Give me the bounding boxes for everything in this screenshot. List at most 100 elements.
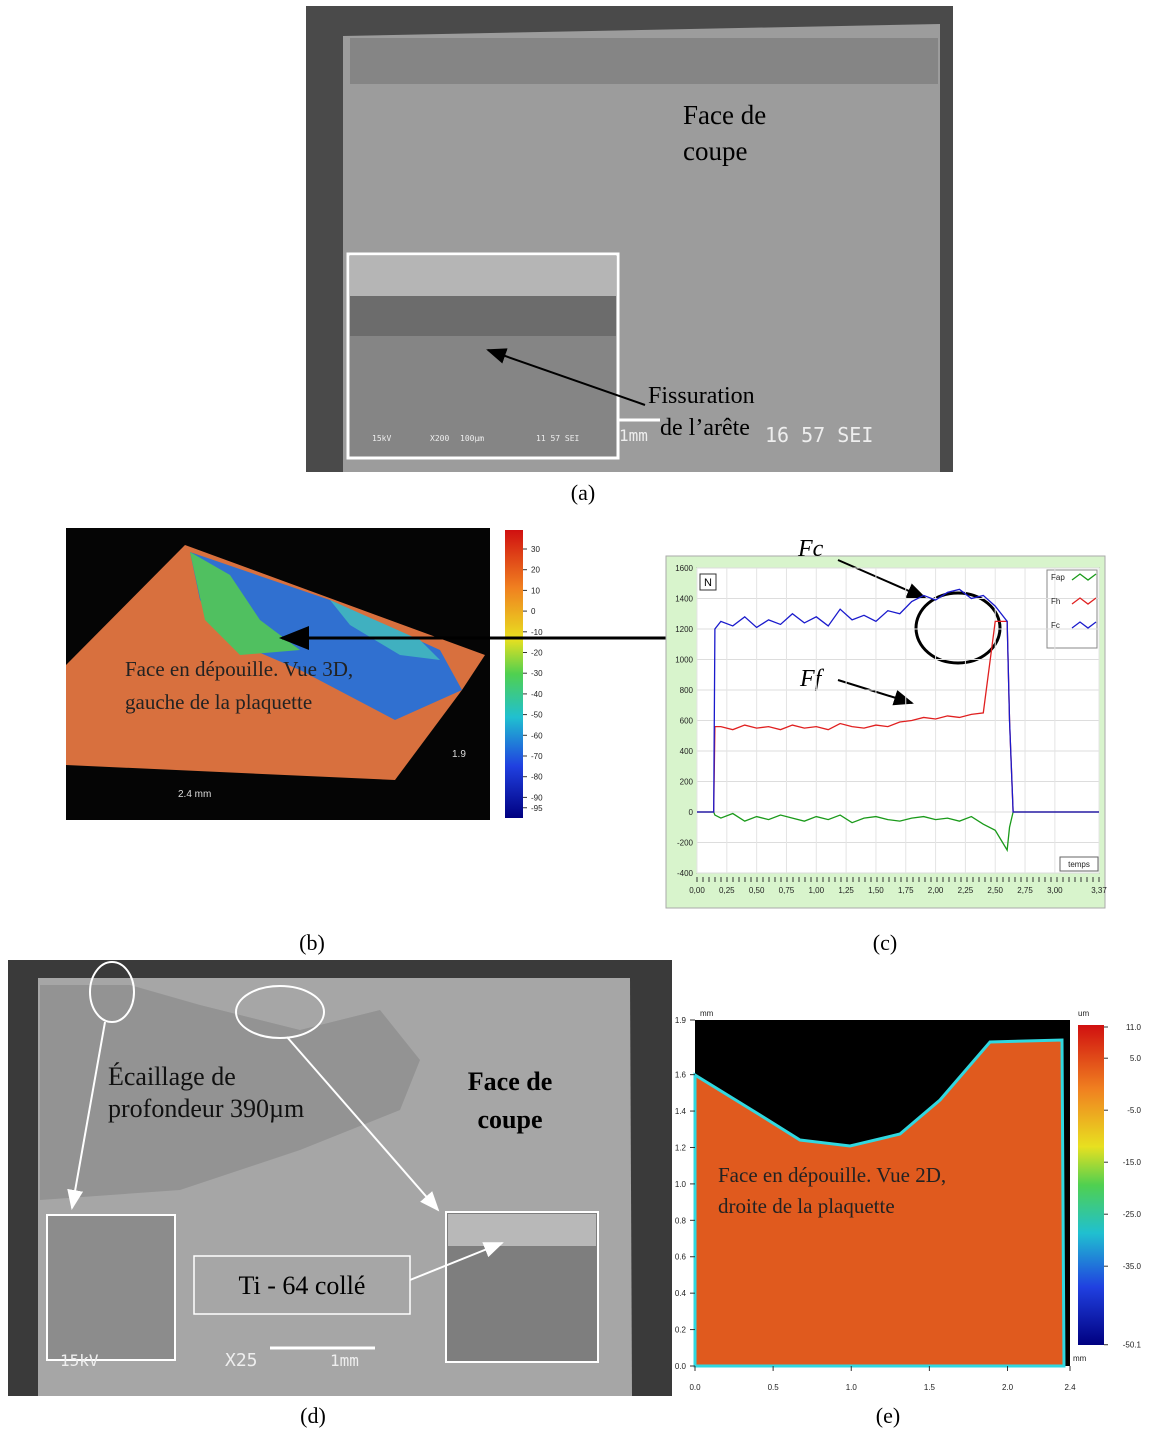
y-tick-label: -200 (677, 839, 694, 848)
x-tick-label: 1.0 (846, 1383, 858, 1392)
label: gauche de la plaquette (125, 690, 312, 714)
label: coupe (478, 1105, 543, 1134)
colorbar-label: 10 (531, 586, 540, 595)
x-tick-label: 1,25 (838, 886, 854, 895)
legend-label: Fap (1051, 573, 1065, 582)
y-tick-label: 1.4 (675, 1107, 687, 1116)
panel-c: N temps Fc Ff (c) 1600 1400 1200 1000 800 600… (665, 536, 1107, 955)
data-line (697, 588, 1099, 813)
y-tick-label: 1000 (675, 656, 693, 665)
colorbar-label: -70 (531, 752, 543, 761)
annotation: Ff (799, 666, 825, 692)
label: Ti - 64 collé (239, 1271, 366, 1300)
colorbar-label: 0 (531, 607, 536, 616)
x-tick-label: 3,00 (1047, 886, 1063, 895)
colorbar-label: 5.0 (1130, 1054, 1142, 1063)
y-tick-label: 600 (680, 717, 694, 726)
annotation: Fc (797, 536, 824, 562)
x-tick-label: 0.5 (768, 1383, 780, 1392)
sem-info: 11 57 SEI (536, 434, 580, 443)
sem-info: 15kV (372, 434, 391, 443)
panel-e: mm mm um Face en dépouille. Vue 2D, droi… (675, 1009, 1142, 1428)
x-tick-label: 2.0 (1002, 1383, 1014, 1392)
colorbar-label: -20 (531, 649, 543, 658)
colorbar-label: -25.0 (1123, 1210, 1142, 1219)
dimension: 2.4 mm (178, 789, 211, 800)
y-tick-label: -400 (677, 869, 694, 878)
y-tick-label: 0 (689, 808, 694, 817)
label: coupe (683, 136, 747, 166)
x-tick-label: 2,25 (958, 886, 974, 895)
x-tick-label: 1,50 (868, 886, 884, 895)
y-tick-label: 400 (680, 747, 694, 756)
label: Face de (468, 1067, 552, 1096)
label: Face en dépouille. Vue 2D, (718, 1163, 946, 1187)
y-tick-label: 1.2 (675, 1143, 687, 1152)
axis-unit: mm (700, 1009, 714, 1018)
data-line (697, 620, 1099, 813)
x-tick-label: 3,37 (1091, 886, 1107, 895)
x-tick-label: 0,50 (749, 886, 765, 895)
legend-label: Fc (1051, 621, 1060, 630)
sem-info: 15kV (60, 1351, 99, 1370)
panel-a: Face de coupe Fissuration de l’arête 15k… (306, 6, 953, 505)
colorbar-label: -30 (531, 669, 543, 678)
x-tick-label: 1.5 (924, 1383, 936, 1392)
caption: (b) (299, 930, 325, 955)
label: de l’arête (660, 415, 750, 441)
y-tick-label: 0.4 (675, 1289, 687, 1298)
caption: (e) (876, 1403, 900, 1428)
x-tick-label: 2,50 (987, 886, 1003, 895)
legend-swatch (1071, 573, 1097, 581)
scale-bar-label: 1mm (330, 1351, 359, 1370)
sem-info: 16 57 SEI (765, 423, 873, 447)
legend-swatch (1071, 597, 1097, 605)
colorbar-label: -15.0 (1123, 1158, 1142, 1167)
colorbar-label: -10 (531, 628, 543, 637)
colorbar-unit: um (1078, 1009, 1089, 1018)
caption: (c) (873, 930, 897, 955)
data-line (697, 811, 1099, 853)
x-tick-label: 2,75 (1017, 886, 1033, 895)
scale-bar-label: 1mm (619, 426, 648, 445)
y-tick-label: 200 (680, 778, 694, 787)
sem-info: X25 (225, 1350, 258, 1371)
colorbar-label: -35.0 (1123, 1262, 1142, 1271)
sem-info: 100µm (460, 434, 484, 443)
y-tick-label: 1.0 (675, 1180, 687, 1189)
unit: N (704, 577, 712, 589)
caption: (a) (571, 480, 595, 505)
y-tick-label: 0.0 (675, 1362, 687, 1371)
legend-swatch (1071, 621, 1097, 629)
y-tick-label: 800 (680, 686, 694, 695)
colorbar-label: -95 (531, 804, 543, 813)
axis-unit: mm (1073, 1354, 1087, 1363)
y-tick-label: 0.6 (675, 1253, 687, 1262)
x-tick-label: 0,00 (689, 886, 705, 895)
y-tick-label: 0.2 (675, 1326, 687, 1335)
caption: (d) (300, 1403, 326, 1428)
colorbar-label: -80 (531, 773, 543, 782)
y-tick-label: 0.8 (675, 1216, 687, 1225)
colorbar-label: -60 (531, 731, 543, 740)
colorbar-label: 30 (531, 545, 540, 554)
legend-label: Fh (1051, 597, 1060, 606)
colorbar-label: -5.0 (1127, 1106, 1141, 1115)
y-tick-label: 1200 (675, 625, 693, 634)
x-tick-label: 0,25 (719, 886, 735, 895)
colorbar-label: 11.0 (1126, 1023, 1142, 1032)
y-tick-label: 1400 (675, 595, 693, 604)
x-tick-label: 2,00 (928, 886, 944, 895)
panel-d: Écaillage de profondeur 390µm Face de co… (8, 960, 672, 1428)
x-tick-label: 1,00 (808, 886, 824, 895)
y-tick-label: 1600 (675, 564, 693, 573)
label: Écaillage de (108, 1062, 236, 1091)
label: Face de (683, 100, 766, 130)
label: Face en dépouille. Vue 3D, (125, 657, 353, 681)
x-tick-label: 0,75 (779, 886, 795, 895)
colorbar-label: -50.1 (1123, 1341, 1142, 1350)
y-tick-label: 1.6 (675, 1071, 687, 1080)
label: profondeur 390µm (108, 1094, 304, 1123)
colorbar-label: -90 (531, 793, 543, 802)
